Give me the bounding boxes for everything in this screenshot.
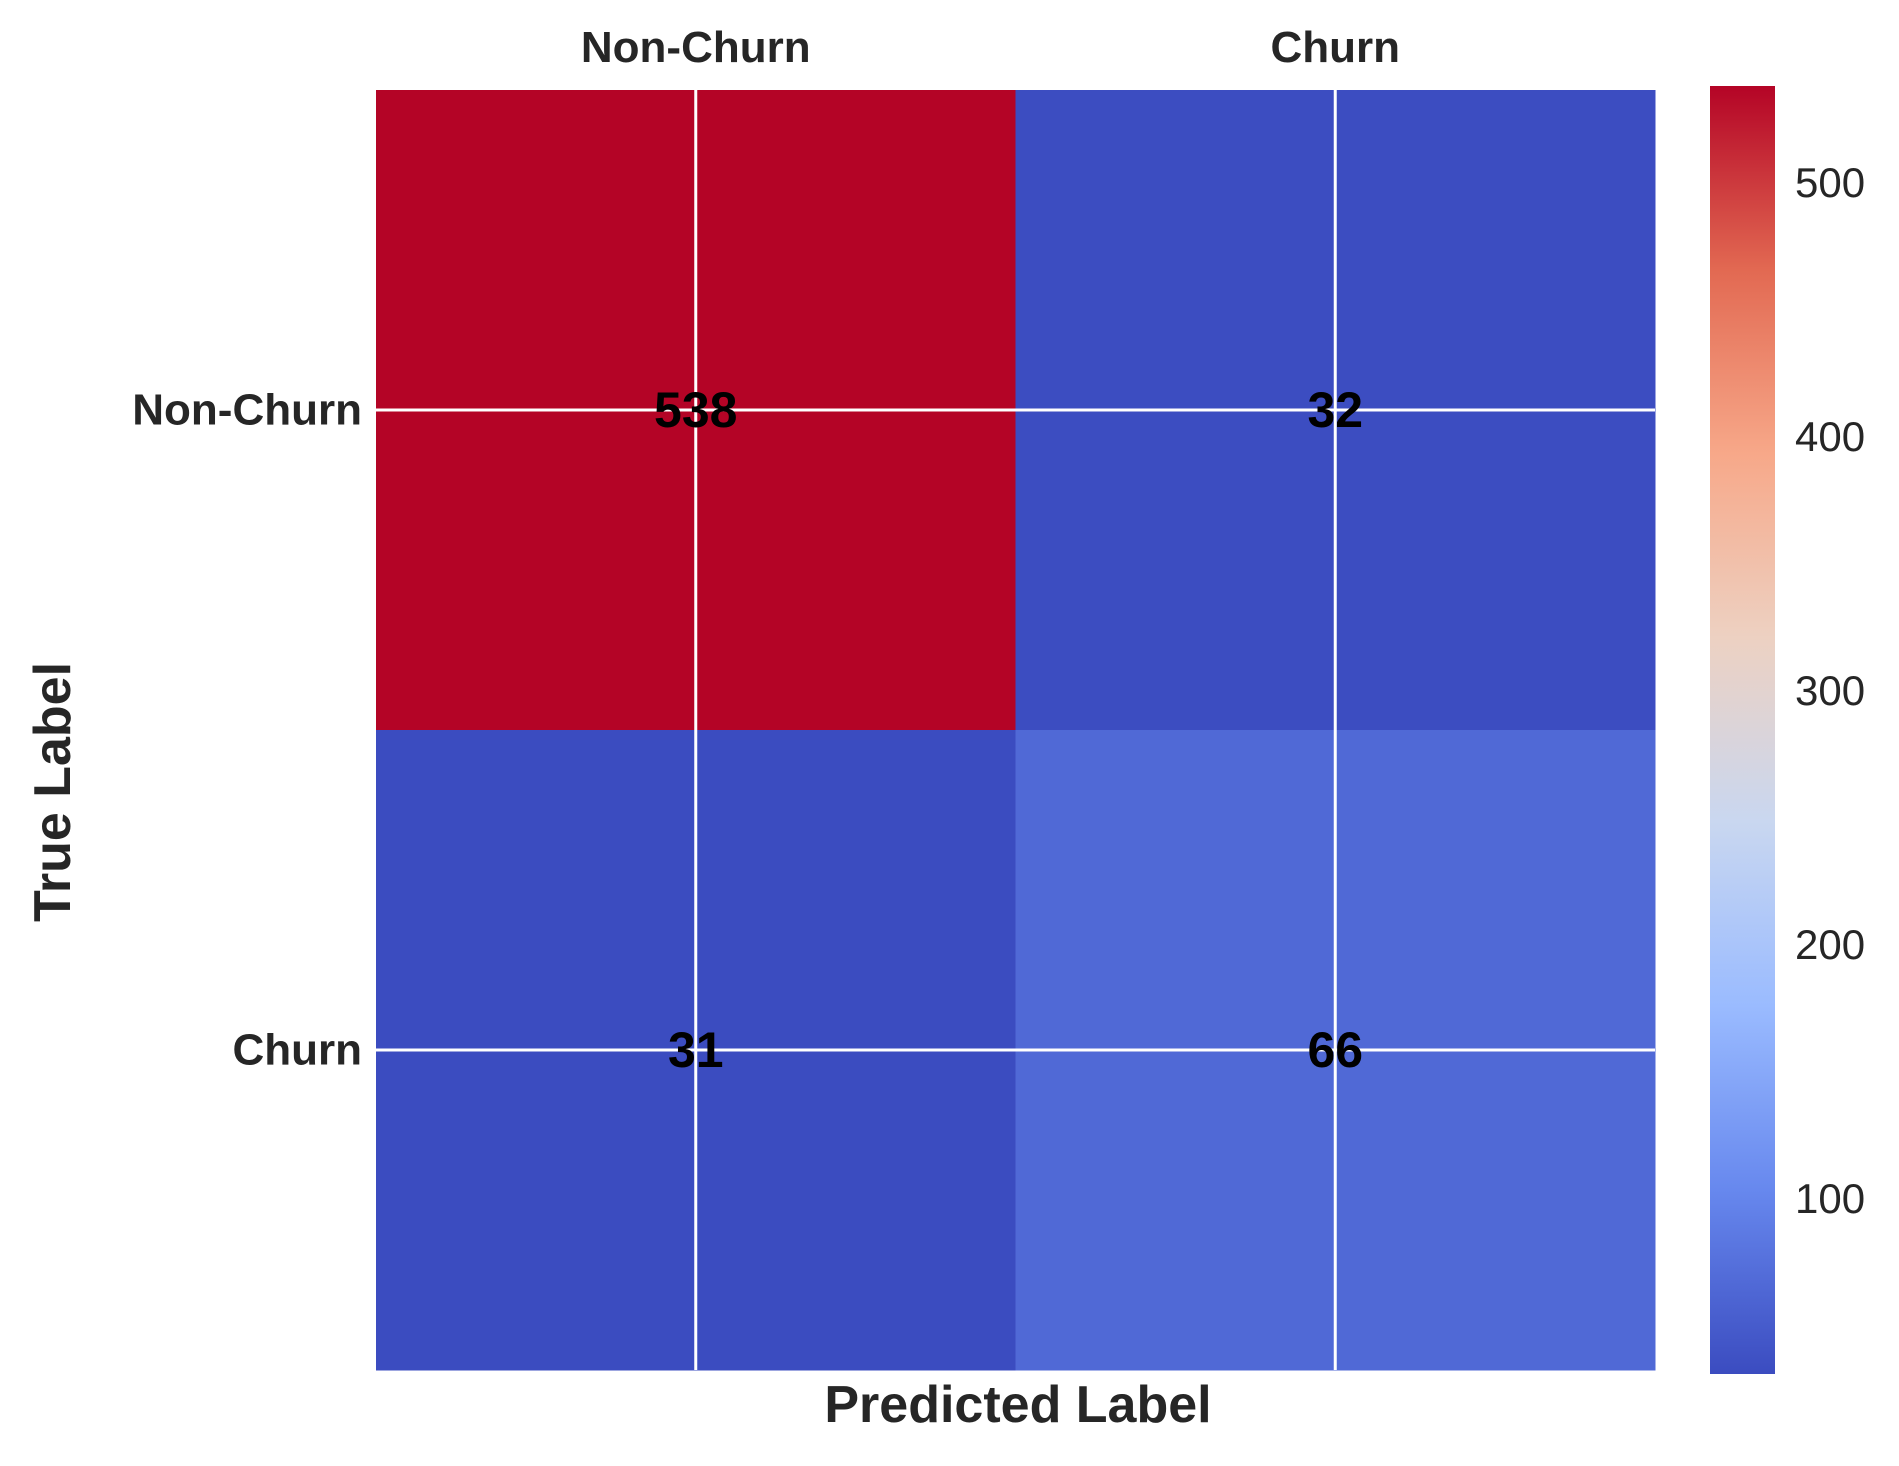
- grid-lines: [376, 90, 1655, 1370]
- colorbar-tick-label: 100: [1795, 1175, 1865, 1222]
- colorbar-ticks: 100 200 300 400 500: [1795, 159, 1865, 1222]
- colorbar-tick-label: 500: [1795, 159, 1865, 206]
- y-tick-label: Churn: [232, 1026, 362, 1075]
- colorbar-tick-label: 300: [1795, 667, 1865, 714]
- cell-value-label: 66: [1307, 1022, 1363, 1078]
- x-axis-label: Predicted Label: [824, 1376, 1211, 1434]
- colorbar-tick-label: 200: [1795, 921, 1865, 968]
- colorbar: 100 200 300 400 500: [1710, 86, 1865, 1374]
- colorbar-tick-label: 400: [1795, 413, 1865, 460]
- cell-value-label: 31: [668, 1022, 724, 1078]
- x-tick-label: Non-Churn: [581, 23, 811, 72]
- cell-value-label: 538: [654, 382, 737, 438]
- x-tick-labels: Non-Churn Churn: [581, 23, 1400, 72]
- heatmap-cells: [376, 90, 1656, 1371]
- x-tick-label: Churn: [1270, 23, 1400, 72]
- cell-value-labels: 538 32 31 66: [654, 382, 1363, 1078]
- colorbar-gradient: [1710, 86, 1775, 1374]
- y-tick-labels: Non-Churn Churn: [132, 386, 362, 1075]
- y-axis-label: True Label: [24, 662, 82, 922]
- cell-value-label: 32: [1307, 382, 1363, 438]
- y-tick-label: Non-Churn: [132, 386, 362, 435]
